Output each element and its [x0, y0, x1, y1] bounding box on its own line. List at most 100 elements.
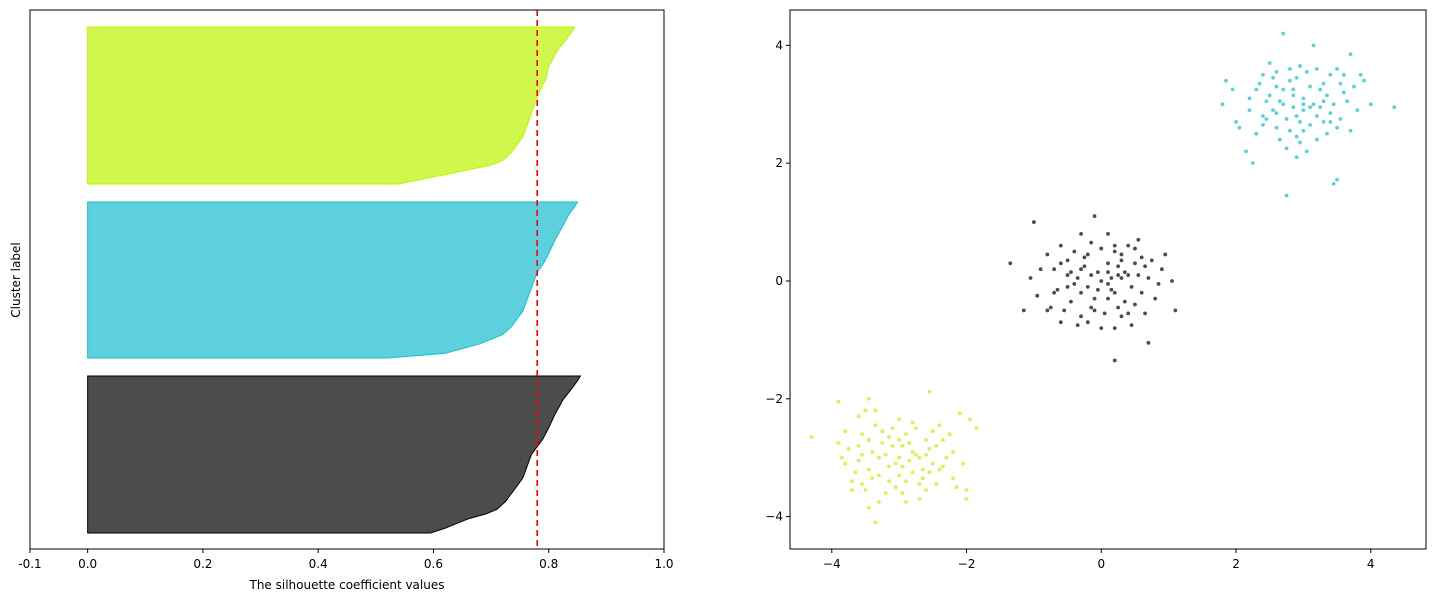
scatter-point-cluster-1 — [1267, 61, 1272, 65]
scatter-point-cluster-2 — [934, 482, 939, 487]
scatter-point-cluster-1 — [1314, 137, 1319, 142]
scatter-point-cluster-1 — [1338, 81, 1343, 86]
scatter-point-cluster-2 — [887, 435, 891, 439]
scatter-point-cluster-2 — [870, 476, 875, 481]
scatter-point-cluster-2 — [897, 417, 902, 422]
scatter-point-cluster-2 — [877, 499, 881, 504]
scatter-point-cluster-2 — [924, 488, 928, 492]
scatter-point-cluster-0 — [1153, 296, 1158, 301]
scatter-point-cluster-1 — [1298, 140, 1302, 145]
scatter-point-cluster-1 — [1288, 78, 1292, 83]
scatter-point-cluster-0 — [1136, 273, 1141, 277]
scatter-point-cluster-1 — [1321, 120, 1326, 124]
scatter-point-cluster-0 — [1119, 314, 1124, 319]
scatter-point-cluster-1 — [1318, 87, 1323, 92]
scatter-y-ticks: −4 −2 0 2 4 — [765, 38, 790, 524]
scatter-point-cluster-0 — [1085, 252, 1090, 257]
scatter-point-cluster-2 — [863, 408, 868, 413]
scatter-point-cluster-1 — [1321, 81, 1326, 86]
scatter-point-cluster-1 — [1314, 114, 1319, 118]
scatter-point-cluster-2 — [927, 446, 932, 451]
scatter-point-cluster-1 — [1321, 99, 1326, 104]
scatter-point-cluster-2 — [856, 414, 861, 419]
scatter-point-cluster-1 — [1301, 128, 1306, 133]
scatter-point-cluster-0 — [1089, 240, 1094, 245]
silhouette-x-tick-label: 0.0 — [78, 557, 97, 571]
scatter-point-cluster-2 — [873, 520, 878, 525]
scatter-point-cluster-2 — [900, 464, 905, 469]
scatter-point-cluster-2 — [883, 491, 888, 495]
scatter-point-cluster-0 — [1065, 258, 1070, 263]
scatter-point-cluster-1 — [1250, 161, 1255, 166]
scatter-point-cluster-1 — [1281, 87, 1286, 92]
scatter-point-cluster-2 — [893, 461, 898, 466]
scatter-point-cluster-2 — [903, 499, 908, 504]
scatter-point-cluster-0 — [1079, 314, 1083, 319]
scatter-point-cluster-0 — [1109, 287, 1114, 292]
scatter-point-cluster-1 — [1298, 120, 1302, 124]
scatter-point-cluster-1 — [1277, 137, 1282, 142]
scatter-point-cluster-1 — [1335, 177, 1339, 182]
silhouette-band-cluster-2 — [87, 26, 576, 185]
scatter-plot-area — [790, 10, 1426, 549]
scatter-point-cluster-2 — [927, 389, 932, 394]
cluster-scatter-plot: −4 −2 0 2 4 −4 −2 0 2 4 — [765, 9, 1427, 571]
scatter-point-cluster-2 — [964, 488, 969, 492]
scatter-point-cluster-1 — [1281, 102, 1286, 107]
scatter-point-cluster-1 — [1267, 93, 1272, 98]
scatter-point-cluster-1 — [1304, 69, 1309, 74]
scatter-point-cluster-0 — [1173, 308, 1178, 313]
scatter-x-tick-label: 0 — [1097, 557, 1105, 571]
scatter-point-cluster-0 — [1122, 270, 1127, 275]
scatter-point-cluster-1 — [1331, 102, 1336, 107]
scatter-point-cluster-0 — [1106, 231, 1110, 236]
scatter-point-cluster-2 — [873, 423, 878, 428]
scatter-point-cluster-2 — [843, 429, 848, 434]
scatter-point-cluster-0 — [1122, 299, 1127, 304]
scatter-point-cluster-2 — [941, 438, 945, 442]
scatter-point-cluster-2 — [951, 449, 955, 454]
scatter-point-cluster-1 — [1291, 87, 1296, 92]
silhouette-x-tick-label: -0.1 — [18, 557, 41, 571]
scatter-point-cluster-1 — [1341, 90, 1346, 95]
scatter-point-cluster-2 — [853, 470, 858, 475]
scatter-point-cluster-2 — [914, 452, 918, 457]
scatter-point-cluster-1 — [1294, 114, 1299, 118]
scatter-point-cluster-0 — [1099, 246, 1104, 251]
scatter-x-ticks: −4 −2 0 2 4 — [823, 549, 1375, 571]
scatter-point-cluster-1 — [1274, 84, 1279, 89]
scatter-point-cluster-1 — [1291, 105, 1296, 110]
scatter-point-cluster-1 — [1298, 64, 1302, 68]
scatter-point-cluster-1 — [1294, 155, 1299, 160]
scatter-point-cluster-0 — [1065, 273, 1070, 277]
scatter-point-cluster-0 — [1038, 267, 1043, 272]
scatter-points — [809, 31, 1397, 525]
scatter-point-cluster-2 — [880, 441, 885, 445]
scatter-point-cluster-0 — [1106, 282, 1110, 286]
scatter-point-cluster-2 — [910, 470, 915, 475]
scatter-point-cluster-2 — [907, 441, 912, 445]
scatter-point-cluster-1 — [1328, 72, 1333, 77]
scatter-point-cluster-1 — [1308, 122, 1313, 127]
scatter-point-cluster-0 — [1058, 261, 1063, 266]
scatter-point-cluster-1 — [1247, 108, 1252, 113]
scatter-point-cluster-1 — [1345, 99, 1350, 104]
silhouette-x-ticks: -0.1 0.0 0.2 0.4 0.6 0.8 1.0 — [18, 549, 674, 571]
scatter-point-cluster-2 — [947, 432, 952, 437]
scatter-point-cluster-1 — [1308, 105, 1313, 110]
scatter-point-cluster-2 — [850, 479, 854, 484]
silhouette-plot: -0.1 0.0 0.2 0.4 0.6 0.8 1.0 The silhouette co… — [9, 9, 674, 592]
scatter-point-cluster-0 — [1129, 284, 1134, 289]
scatter-point-cluster-1 — [1224, 78, 1228, 83]
scatter-point-cluster-0 — [1072, 249, 1077, 254]
scatter-point-cluster-0 — [1106, 261, 1110, 266]
silhouette-band-cluster-0 — [87, 375, 582, 534]
scatter-point-cluster-0 — [1156, 282, 1161, 286]
scatter-point-cluster-0 — [1109, 276, 1114, 280]
scatter-point-cluster-2 — [890, 426, 895, 431]
scatter-point-cluster-2 — [897, 438, 902, 442]
scatter-point-cluster-0 — [1099, 279, 1104, 283]
scatter-point-cluster-0 — [1126, 311, 1131, 316]
scatter-point-cluster-0 — [1133, 261, 1137, 266]
